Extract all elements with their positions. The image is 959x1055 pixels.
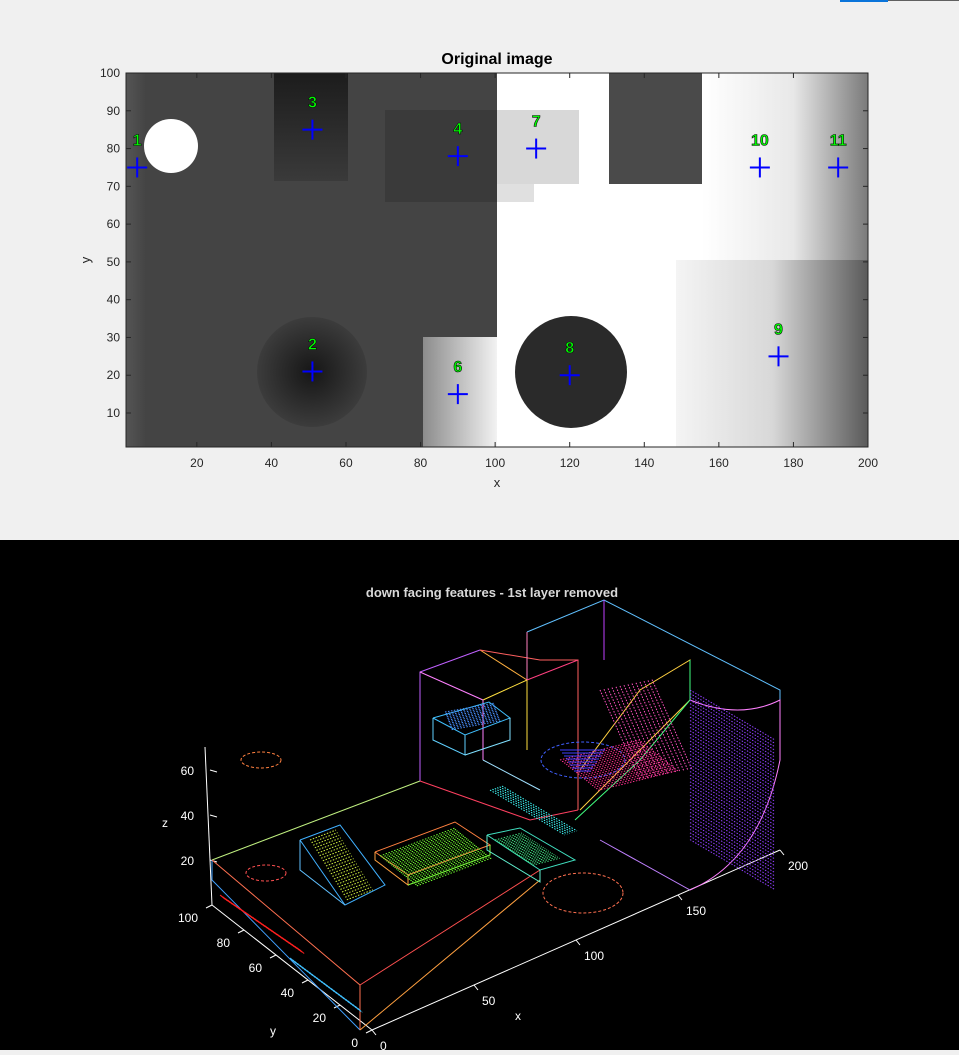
y-tick-label: 40: [107, 293, 121, 307]
marker-9: 9: [768, 321, 789, 367]
original-image-chart: Original image: [78, 51, 878, 490]
x-tick-label: 200: [858, 456, 878, 470]
y-axis-line: [211, 904, 373, 1031]
x-tick-label-3d: 0: [380, 1039, 387, 1050]
y-tick-label-3d: 80: [217, 936, 231, 950]
x-tick-label-3d: 150: [686, 904, 706, 918]
figure-window-top: Original image: [78, 0, 959, 490]
x-tick-label-3d: 200: [788, 859, 808, 873]
hatch-box-top: [444, 702, 502, 731]
x-axis-label: x: [494, 475, 501, 490]
marker-label: 6: [453, 359, 462, 376]
marker-10: 10: [749, 132, 770, 178]
y-tick-label-3d: 20: [313, 1011, 327, 1025]
y-tick-label-3d: 40: [281, 986, 295, 1000]
marker-1: 1: [127, 132, 148, 178]
marker-label: 10: [751, 132, 769, 149]
x-tick-label: 180: [783, 456, 803, 470]
hatch-purple: [689, 689, 776, 891]
y-tick-label: 70: [107, 179, 121, 193]
z-axis-label: z: [162, 816, 168, 830]
x-tick-label: 120: [560, 456, 580, 470]
marker-label: 2: [308, 336, 317, 353]
image-area: [126, 73, 868, 447]
left-strip: [126, 73, 146, 447]
y-tick-label-3d: 0: [351, 1036, 358, 1050]
y-tick-label-3d: 100: [178, 911, 198, 925]
hatch-blue-dome: [560, 749, 605, 772]
marker-label: 8: [565, 340, 574, 357]
hatch-green: [379, 827, 492, 887]
figure-window-bottom: down facing features - 1st layer removed…: [0, 540, 959, 1053]
x-tick-label-3d: 100: [584, 949, 604, 963]
square-7: [497, 110, 579, 184]
marker-label: 4: [453, 121, 462, 138]
marker-8: 8: [559, 340, 580, 386]
z-tick-label: 60: [181, 764, 195, 778]
x-tick-label: 60: [339, 456, 353, 470]
hatch-blue: [289, 957, 363, 1013]
feature-hatches: [219, 679, 776, 1013]
marker-label: 3: [308, 95, 317, 112]
marker-label: 9: [774, 321, 783, 338]
chart3d-title: down facing features - 1st layer removed: [366, 585, 618, 600]
y-axis-label-3d: y: [270, 1024, 276, 1038]
marker-4: 4: [447, 121, 468, 167]
x-tick-label: 40: [265, 456, 279, 470]
y-tick-label: 90: [107, 104, 121, 118]
marker-label: 1: [133, 132, 142, 149]
y-tick-label: 30: [107, 330, 121, 344]
marker-label: 7: [532, 114, 541, 131]
marker-label: 11: [830, 132, 847, 149]
y-tick-label: 20: [107, 368, 121, 382]
marker-6: 6: [447, 359, 468, 405]
z-tick-label: 20: [181, 854, 195, 868]
y-tick-label: 80: [107, 142, 121, 156]
marker-2: 2: [302, 336, 323, 382]
axes-box: [125, 72, 869, 448]
x-axis-label-3d: x: [515, 1009, 521, 1023]
y-axis-label: y: [78, 256, 93, 263]
dark-block: [609, 73, 702, 184]
x-tick-label: 140: [634, 456, 654, 470]
y-tick-label: 10: [107, 406, 121, 420]
square-7b: [497, 184, 534, 202]
chart-title: Original image: [441, 51, 552, 68]
x-tick-label: 160: [709, 456, 729, 470]
disc-1: [144, 119, 198, 173]
wireframe-base: [211, 599, 781, 1031]
hatch-magenta: [599, 679, 693, 781]
marker-11: 11: [828, 132, 849, 178]
hatch-wedge: [309, 829, 373, 901]
marker-3: 3: [302, 94, 323, 140]
disc-8: [515, 316, 627, 428]
x-tick-label: 20: [190, 456, 204, 470]
x-tick-label: 100: [485, 456, 505, 470]
hatch-red: [219, 894, 305, 954]
tab-indicator: [840, 0, 888, 2]
hatch-cyan: [489, 785, 578, 836]
column-3: [274, 73, 348, 181]
x-tick-label: 80: [414, 456, 428, 470]
z-axis-line: [204, 746, 213, 906]
y-tick-label: 100: [100, 66, 120, 80]
y-tick-label: 60: [107, 217, 121, 231]
gradient-lower-right: [676, 260, 868, 447]
marker-layer: 1 2 3 4 6 7 8 9 10 11: [127, 94, 849, 405]
y-tick-label: 50: [107, 255, 121, 269]
axis-ticks: 20 40 60 80 100 120 140 160 180 20010203040506070…: [100, 66, 878, 470]
z-tick-label: 40: [181, 809, 195, 823]
marker-7: 7: [526, 113, 547, 159]
x-tick-label-3d: 50: [482, 994, 496, 1008]
tab-indicator-secondary: [888, 0, 959, 1]
y-tick-label-3d: 60: [249, 961, 263, 975]
square-6: [423, 337, 497, 447]
3d-features-chart: down facing features - 1st layer removed…: [162, 585, 808, 1053]
